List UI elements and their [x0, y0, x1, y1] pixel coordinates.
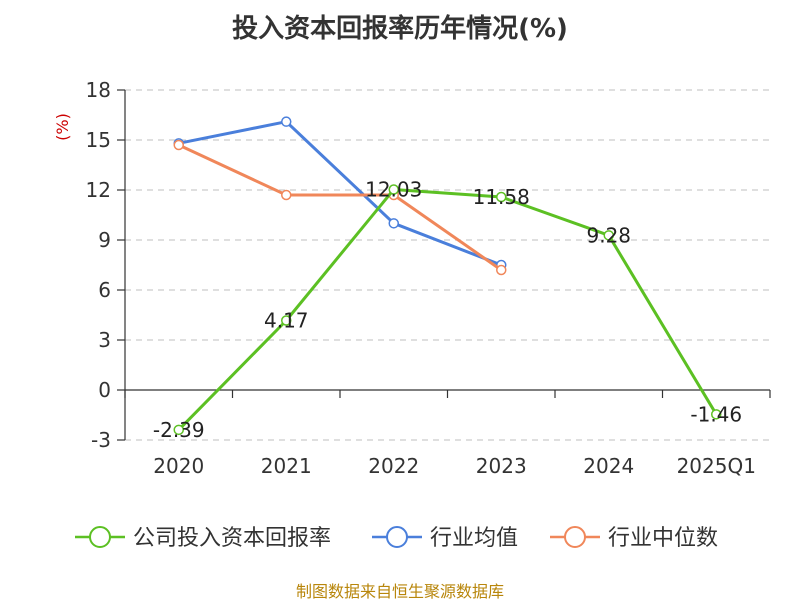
legend-label: 公司投入资本回报率: [133, 526, 331, 551]
legend-label: 行业均值: [430, 526, 518, 551]
legend-item: 公司投入资本回报率: [75, 526, 331, 551]
x-tick-label: 2022: [368, 454, 419, 478]
data-point: [388, 184, 399, 195]
series-lines: [173, 116, 722, 436]
legend-label: 行业中位数: [608, 526, 718, 551]
x-tick-labels: 2020 2021 2022 2023 2024 2025Q1: [153, 454, 756, 478]
source-note: 制图数据来自恒生聚源数据库: [295, 582, 504, 601]
x-tick-label: 2023: [476, 454, 527, 478]
grid-lines: [125, 89, 770, 441]
data-labels: -2.39 4.17 12.03 11.58 9.28 -1.46: [153, 178, 742, 442]
y-tick-label: 12: [86, 178, 111, 202]
data-point: [281, 189, 292, 201]
legend-marker: [564, 526, 586, 548]
x-tick-label: 2021: [261, 454, 312, 478]
y-tick-label: 9: [98, 228, 111, 252]
series-line-0: [177, 188, 718, 431]
data-label: -2.39: [153, 418, 205, 442]
legend-item: 行业均值: [372, 526, 518, 551]
y-tick-label: -3: [91, 428, 111, 452]
data-point: [173, 424, 184, 436]
data-point: [496, 264, 507, 276]
y-axis-unit-label: (%): [53, 113, 72, 141]
y-tick-label: 18: [86, 78, 111, 102]
data-point: [496, 191, 507, 203]
legend-marker: [89, 526, 111, 548]
y-tick-label: 0: [98, 378, 111, 402]
data-label: -1.46: [690, 402, 742, 426]
legend: 公司投入资本回报率 行业均值 行业中位数: [75, 526, 718, 551]
data-label: 12.03: [365, 178, 422, 202]
y-tick-label: 6: [98, 278, 111, 302]
data-label: 4.17: [264, 309, 309, 333]
x-tick-label: 2025Q1: [677, 454, 756, 478]
data-label: 9.28: [586, 223, 631, 247]
data-point: [281, 116, 292, 127]
y-tick-labels: 18 15 12 9 6 3 0 -3: [86, 78, 111, 452]
y-tick-label: 15: [86, 128, 111, 152]
chart-title: 投入资本回报率历年情况(%): [232, 14, 568, 44]
legend-item: 行业中位数: [550, 526, 718, 551]
data-point: [173, 139, 184, 151]
x-tick-label: 2020: [153, 454, 204, 478]
legend-marker: [386, 526, 408, 548]
data-point: [711, 409, 722, 420]
data-point: [388, 218, 399, 229]
y-tick-label: 3: [98, 328, 111, 352]
data-label: 11.58: [473, 185, 530, 209]
x-tick-label: 2024: [583, 454, 634, 478]
series-line-2: [178, 143, 503, 272]
axes: [117, 89, 771, 441]
data-point: [281, 315, 292, 326]
series-line-1: [178, 120, 502, 267]
data-point: [603, 230, 614, 241]
